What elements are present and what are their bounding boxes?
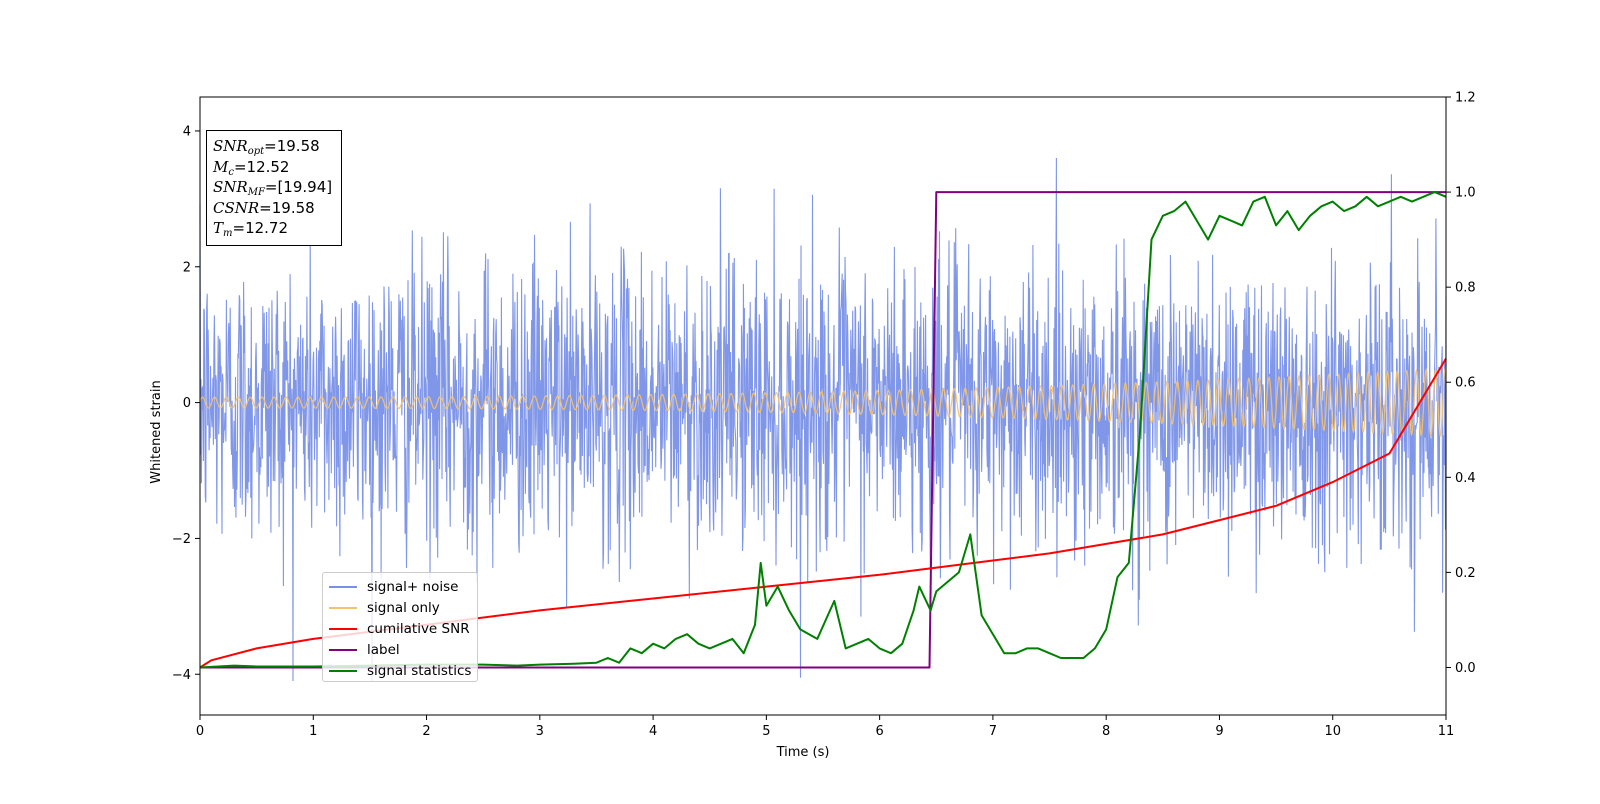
legend-item: label — [329, 639, 477, 660]
legend-label: signal only — [367, 600, 440, 617]
noise-line — [199, 157, 1447, 682]
series-signal-only — [199, 366, 1447, 437]
x-tick-label: 2 — [422, 724, 430, 739]
legend-label: signal statistics — [367, 662, 472, 679]
legend: signal+ noise signal only cumilative SNR… — [322, 572, 478, 682]
y2-axis-ticks: 0.0 0.2 0.4 0.6 0.8 1.0 1.2 — [1446, 91, 1476, 676]
y-tick-label: 4 — [183, 124, 191, 139]
legend-swatch-statistics — [329, 669, 357, 672]
legend-label: label — [367, 641, 400, 658]
y-axis-label: Whitened strain — [149, 380, 164, 483]
label-line — [200, 191, 1446, 669]
info-snr-opt: SNRopt=19.58 — [213, 137, 320, 157]
plot-frame — [199, 96, 1447, 716]
signal-statistics-line — [199, 191, 1447, 669]
series-signal-noise — [199, 157, 1447, 682]
x-axis-ticks: 0 1 2 3 4 5 6 7 8 9 10 11 — [196, 715, 1454, 739]
x-tick-label: 8 — [1102, 724, 1110, 739]
x-tick-label: 6 — [875, 724, 883, 739]
legend-swatch-label — [329, 648, 357, 651]
y2-tick-label: 0.0 — [1455, 661, 1476, 676]
y-tick-label: −2 — [172, 532, 191, 547]
info-box: SNRopt=19.58 Mc=12.52 SNRMF=[19.94] CSNR… — [206, 130, 342, 246]
info-csnr: CSNR=19.58 — [213, 198, 315, 217]
x-tick-label: 0 — [196, 724, 204, 739]
x-tick-label: 5 — [762, 724, 770, 739]
x-tick-label: 9 — [1215, 724, 1223, 739]
legend-item: cumilative SNR — [329, 619, 477, 640]
legend-swatch-snr — [329, 627, 357, 630]
y2-tick-label: 1.2 — [1455, 91, 1476, 106]
y2-tick-label: 0.2 — [1455, 566, 1476, 581]
y2-tick-label: 0.6 — [1455, 376, 1476, 391]
legend-label: signal+ noise — [367, 579, 459, 596]
legend-item: signal statistics — [329, 660, 477, 681]
cumulative-snr-line — [199, 357, 1447, 669]
legend-label: cumilative SNR — [367, 620, 470, 637]
y2-tick-label: 0.8 — [1455, 281, 1476, 296]
x-tick-label: 3 — [536, 724, 544, 739]
x-tick-label: 11 — [1438, 724, 1455, 739]
legend-swatch-noise — [329, 586, 357, 589]
x-tick-label: 4 — [649, 724, 657, 739]
y-tick-label: −4 — [172, 668, 191, 683]
info-mc: Mc=12.52 — [213, 157, 290, 178]
signal-line — [199, 366, 1447, 437]
legend-swatch-signal — [329, 607, 357, 610]
x-axis-label: Time (s) — [776, 745, 830, 760]
y2-tick-label: 0.4 — [1455, 471, 1476, 486]
right-axis-series — [199, 191, 1447, 669]
y-tick-label: 0 — [183, 396, 191, 411]
legend-item: signal only — [329, 598, 477, 619]
x-tick-label: 1 — [309, 724, 317, 739]
y-tick-label: 2 — [183, 260, 191, 275]
info-tm: Tm=12.72 — [213, 219, 289, 239]
legend-item: signal+ noise — [329, 577, 477, 598]
y2-tick-label: 1.0 — [1455, 186, 1476, 201]
y-axis-ticks: −4 −2 0 2 4 — [172, 124, 200, 683]
info-snr-mf: SNRMF=[19.94] — [213, 178, 333, 198]
x-tick-label: 10 — [1324, 724, 1341, 739]
x-tick-label: 7 — [989, 724, 997, 739]
